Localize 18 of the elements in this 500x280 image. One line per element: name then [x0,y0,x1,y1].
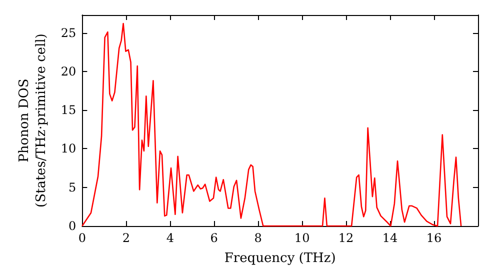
x-tick-label: 0 [78,231,86,245]
line-series [82,22,462,227]
x-tick-label: 14 [382,231,398,245]
y-tick-label: 25 [60,26,76,40]
y-tick-label: 15 [60,103,76,118]
y-tick-label: 0 [68,219,76,233]
x-axis-title: Frequency (THz) [224,251,336,266]
y-axis-title: Phonon DOS (States/THz·primitive cell) [17,33,49,208]
y-tick-label: 20 [60,64,76,78]
x-tick-label: 10 [294,231,310,245]
x-tick-label: 4 [166,231,174,245]
x-tick-label: 8 [254,231,262,245]
y-tick-label: 10 [60,142,76,156]
x-tick-label: 2 [122,231,130,245]
x-tick-label: 12 [338,231,354,245]
x-tick-label: 6 [210,231,218,245]
y-tick-label: 5 [68,180,76,194]
x-tick-label: 16 [426,231,442,245]
